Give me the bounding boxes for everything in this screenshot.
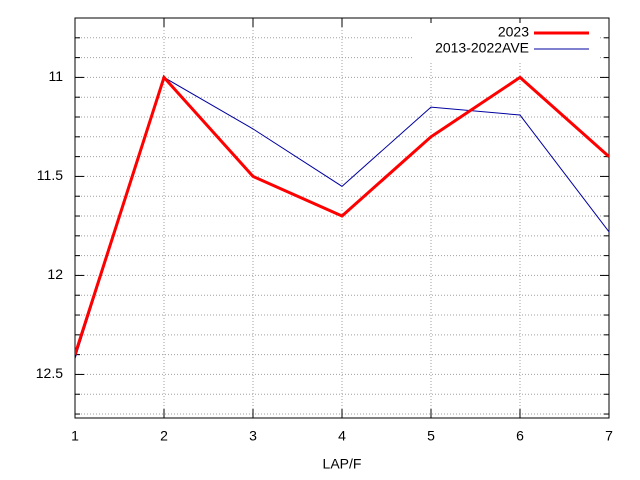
x-tick-label: 4 xyxy=(338,428,346,444)
y-tick-label: 11 xyxy=(48,68,63,84)
y-tick-label: 11.5 xyxy=(37,167,63,183)
series-line xyxy=(75,76,609,359)
x-axis-label: LAP/F xyxy=(323,456,362,472)
x-tick-label: 5 xyxy=(427,428,435,444)
legend-label: 2023 xyxy=(498,24,529,40)
legend-box xyxy=(414,23,599,63)
x-tick-label: 7 xyxy=(605,428,613,444)
series-line xyxy=(75,74,609,356)
plot-frame xyxy=(74,17,610,419)
x-tick-label: 6 xyxy=(516,428,524,444)
x-tick-label: 1 xyxy=(71,428,79,444)
y-tick-label: 12.5 xyxy=(36,365,63,381)
legend-label: 2013-2022AVE xyxy=(435,40,529,56)
x-tick-label: 3 xyxy=(249,428,257,444)
x-tick-label: 2 xyxy=(160,428,168,444)
y-tick-label: 12 xyxy=(47,266,63,282)
